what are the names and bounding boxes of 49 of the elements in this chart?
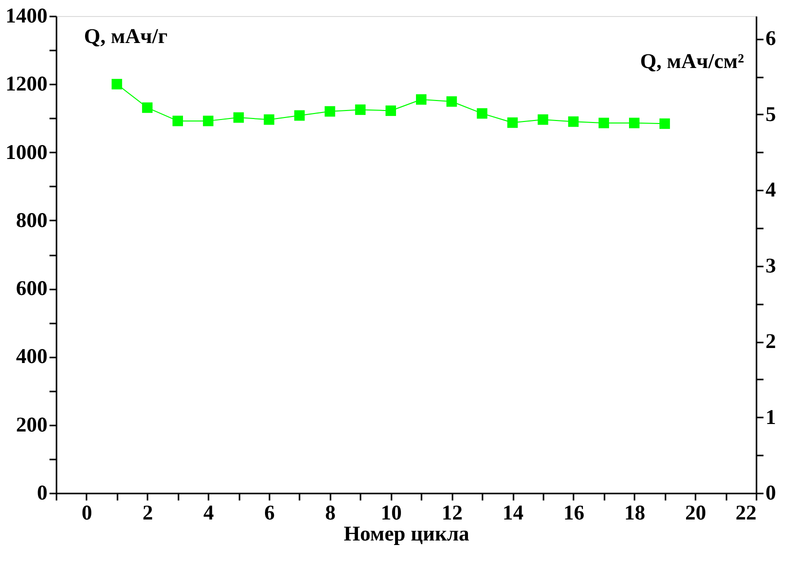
y-tick-label: 1400 <box>6 4 48 28</box>
y2-tick-label: 2 <box>766 329 776 354</box>
x-tick-label: 10 <box>380 500 402 524</box>
point <box>142 102 153 113</box>
point <box>659 118 670 129</box>
y2-axis-title: Q, мАч/см² <box>640 49 744 73</box>
x-tick-label: 22 <box>736 500 756 524</box>
point <box>172 116 183 126</box>
y-tick-label: 1000 <box>6 140 48 164</box>
y-tick-label: 800 <box>16 208 48 232</box>
y2-tick-label: 6 <box>766 26 776 50</box>
point <box>324 106 336 117</box>
point <box>598 118 610 128</box>
point <box>386 105 396 116</box>
x-tick-label: 18 <box>624 500 646 524</box>
x-tick-label: 16 <box>563 500 584 524</box>
point <box>294 110 305 121</box>
x-tick-label: 20 <box>685 500 706 524</box>
point <box>446 96 457 107</box>
y-tick-label: 0 <box>37 480 48 504</box>
y-tick-label: 1200 <box>6 72 48 96</box>
point <box>538 114 548 125</box>
point <box>629 118 640 128</box>
y2-tick-label: 0 <box>766 480 776 504</box>
point <box>416 94 426 105</box>
x-tick-label: 2 <box>142 500 154 524</box>
y-tick-label: 600 <box>16 276 48 300</box>
x-tick-label: 6 <box>264 500 275 524</box>
y-axis-title: Q, мАч/г <box>84 24 168 48</box>
point <box>476 108 488 119</box>
x-tick-label: 8 <box>325 500 336 524</box>
y-tick-label: 200 <box>16 412 48 436</box>
x-tick-label: 0 <box>82 500 92 524</box>
x-tick-label: 4 <box>203 500 214 524</box>
x-tick-label: 14 <box>502 500 524 524</box>
point <box>355 104 366 115</box>
y2-tick-label: 3 <box>766 253 776 278</box>
y2-tick-label: 1 <box>766 404 776 429</box>
y2-tick-label: 5 <box>766 102 776 126</box>
point <box>568 116 579 127</box>
y2-tick-label: 4 <box>766 178 776 202</box>
point <box>507 117 518 128</box>
point <box>202 116 214 126</box>
y-tick-label: 400 <box>16 344 48 368</box>
x-tick-label: 12 <box>442 500 463 524</box>
x-axis-title: Номер цикла <box>344 522 470 546</box>
point <box>264 114 274 125</box>
point <box>112 78 122 90</box>
point <box>233 112 244 123</box>
